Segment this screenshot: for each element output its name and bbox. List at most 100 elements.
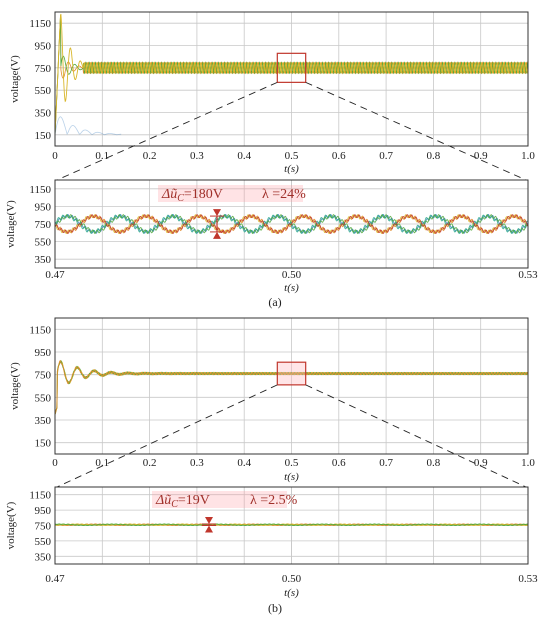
delta-value: =19V bbox=[178, 493, 210, 508]
zoom-connector-right bbox=[305, 81, 527, 181]
text-layer: 0 0.1 0.2 0.3 0.4 0.5 0.6 0.7 0.8 0.9 1.0 150 350 550… bbox=[5, 18, 538, 599]
series-yellow-line bbox=[54, 13, 529, 135]
delta-arrow-bottom bbox=[205, 525, 213, 533]
lambda-annotation: λ =24% bbox=[262, 187, 306, 202]
y-tick-label: 150 bbox=[35, 130, 52, 142]
x-tick-label: 0.6 bbox=[332, 150, 346, 162]
x-tick-label: 0 bbox=[52, 150, 58, 162]
x-axis-label: t(s) bbox=[284, 282, 299, 294]
annotation-highlight bbox=[158, 185, 303, 202]
x-tick-label: 0.50 bbox=[282, 269, 302, 281]
plot-frame bbox=[54, 179, 529, 269]
y-tick-label: 350 bbox=[35, 551, 52, 563]
zoom-box bbox=[276, 52, 307, 83]
x-tick-label: 0.6 bbox=[332, 457, 346, 469]
series-line bbox=[54, 360, 529, 415]
plot-frame bbox=[54, 486, 529, 565]
plot-frame bbox=[54, 317, 529, 455]
lambda-annotation: λ =2.5% bbox=[250, 493, 298, 508]
x-tick-label: 0 bbox=[52, 457, 58, 469]
y-tick-label: 550 bbox=[35, 237, 52, 249]
x-tick-label: 1.0 bbox=[521, 150, 535, 162]
caption-a: (a) bbox=[268, 295, 281, 309]
x-tick-label: 0.47 bbox=[45, 573, 65, 585]
x-tick-label: 0.9 bbox=[474, 150, 488, 162]
series-green-line bbox=[54, 15, 529, 135]
x-axis-label: t(s) bbox=[284, 163, 299, 175]
y-tick-label: 750 bbox=[35, 63, 52, 75]
y-tick-label: 350 bbox=[35, 415, 52, 427]
zoom-box bbox=[276, 361, 307, 386]
x-tick-label: 0.47 bbox=[45, 269, 65, 281]
y-tick-label: 1150 bbox=[29, 324, 51, 336]
x-tick-label: 0.53 bbox=[518, 269, 538, 281]
y-axis-label: voltage(V) bbox=[9, 362, 21, 410]
y-tick-label: 350 bbox=[35, 108, 52, 120]
y-tick-label: 950 bbox=[35, 201, 52, 213]
delta-symbol: Δũ bbox=[161, 187, 177, 202]
x-tick-label: 0.7 bbox=[379, 457, 393, 469]
delta-u-annotation: ΔũC=180V bbox=[161, 187, 223, 204]
series-line bbox=[54, 214, 529, 234]
delta-value: =180V bbox=[184, 187, 223, 202]
y-tick-label: 350 bbox=[35, 254, 52, 266]
x-tick-label: 0.1 bbox=[95, 150, 109, 162]
y-axis-label: voltage(V) bbox=[9, 55, 21, 103]
delta-arrow-bottom bbox=[213, 231, 221, 239]
y-tick-label: 750 bbox=[35, 219, 52, 231]
zoom-connector-left bbox=[56, 384, 278, 488]
annotation-highlight bbox=[152, 491, 287, 508]
y-tick-label: 550 bbox=[35, 85, 52, 97]
x-tick-label: 1.0 bbox=[521, 457, 535, 469]
y-tick-label: 150 bbox=[35, 438, 52, 450]
y-tick-label: 950 bbox=[35, 505, 52, 517]
delta-u-annotation: ΔũC=19V bbox=[155, 493, 210, 510]
y-tick-label: 950 bbox=[35, 41, 52, 53]
zoom-connector-right bbox=[305, 384, 527, 488]
delta-arrow-top bbox=[213, 209, 221, 217]
x-tick-label: 0.5 bbox=[285, 457, 299, 469]
y-tick-label: 750 bbox=[35, 370, 52, 382]
x-tick-label: 0.2 bbox=[143, 150, 157, 162]
y-axis-label: voltage(V) bbox=[5, 501, 17, 549]
x-tick-label: 0.4 bbox=[237, 150, 251, 162]
series-line bbox=[55, 523, 529, 527]
x-axis-label: t(s) bbox=[284, 587, 299, 599]
series-blue-startup bbox=[54, 116, 122, 136]
x-tick-label: 0.9 bbox=[474, 457, 488, 469]
series-line bbox=[54, 214, 529, 234]
y-tick-label: 1150 bbox=[29, 184, 51, 196]
series-line bbox=[54, 359, 529, 415]
x-tick-label: 0.3 bbox=[190, 457, 204, 469]
series-line bbox=[54, 523, 528, 527]
y-axis-label: voltage(V) bbox=[5, 200, 17, 248]
x-tick-label: 0.3 bbox=[190, 150, 204, 162]
x-tick-label: 0.5 bbox=[285, 150, 299, 162]
y-tick-label: 550 bbox=[35, 536, 52, 548]
delta-subscript: C bbox=[171, 499, 178, 510]
y-tick-label: 950 bbox=[35, 347, 52, 359]
caption-b: (b) bbox=[268, 601, 282, 615]
x-tick-label: 0.50 bbox=[282, 573, 302, 585]
delta-subscript: C bbox=[177, 193, 184, 204]
delta-symbol: Δũ bbox=[155, 493, 171, 508]
y-tick-label: 1150 bbox=[29, 490, 51, 502]
x-tick-label: 0.8 bbox=[427, 457, 441, 469]
y-tick-label: 1150 bbox=[29, 18, 51, 30]
series-line bbox=[54, 214, 529, 234]
x-tick-label: 0.8 bbox=[427, 150, 441, 162]
series-line bbox=[54, 214, 529, 234]
y-tick-label: 550 bbox=[35, 392, 52, 404]
x-tick-label: 0.53 bbox=[518, 573, 538, 585]
data-layer bbox=[54, 13, 529, 533]
x-tick-label: 0.2 bbox=[143, 457, 157, 469]
frame-layer bbox=[54, 11, 529, 565]
series-orange-line bbox=[54, 15, 529, 135]
x-tick-label: 0.7 bbox=[379, 150, 393, 162]
zoom-connector-left bbox=[56, 81, 278, 181]
delta-arrow-top bbox=[205, 516, 213, 524]
x-axis-label: t(s) bbox=[284, 471, 299, 483]
plot-frame bbox=[54, 11, 529, 147]
y-tick-label: 750 bbox=[35, 521, 52, 533]
